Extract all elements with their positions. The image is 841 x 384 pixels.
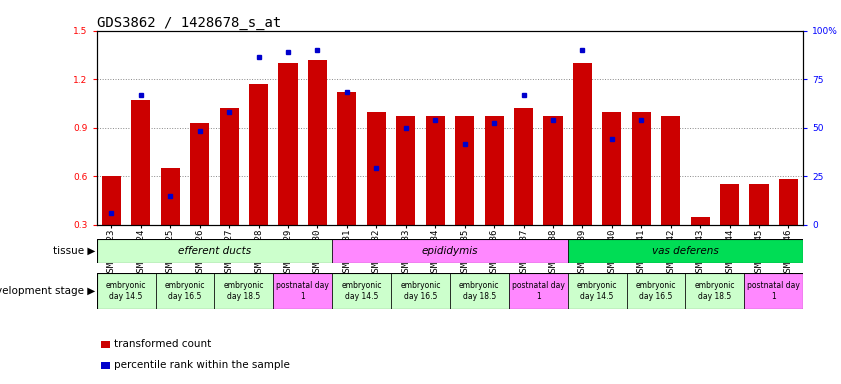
Bar [573,63,592,225]
Bar [749,184,769,225]
Text: vas deferens: vas deferens [652,246,719,256]
Bar [514,108,533,225]
Text: percentile rank within the sample: percentile rank within the sample [114,360,290,370]
Text: postnatal day
1: postnatal day 1 [512,281,564,301]
Bar [744,273,803,309]
Bar [332,273,391,309]
Text: embryonic
day 16.5: embryonic day 16.5 [636,281,676,301]
Bar [249,84,268,225]
Bar [97,239,332,263]
Text: embryonic
day 14.5: embryonic day 14.5 [341,281,382,301]
Text: embryonic
day 18.5: embryonic day 18.5 [459,281,500,301]
Text: transformed count: transformed count [114,339,211,349]
Bar [214,273,273,309]
Bar [627,273,685,309]
Text: postnatal day
1: postnatal day 1 [277,281,329,301]
Text: efferent ducts: efferent ducts [178,246,251,256]
Bar [779,179,798,225]
Text: embryonic
day 14.5: embryonic day 14.5 [577,281,617,301]
Bar [308,60,327,225]
Text: embryonic
day 16.5: embryonic day 16.5 [400,281,441,301]
Bar [685,273,744,309]
Bar [484,116,504,225]
Bar [278,63,298,225]
Text: tissue ▶: tissue ▶ [53,246,95,256]
Text: development stage ▶: development stage ▶ [0,286,95,296]
Bar [190,123,209,225]
Bar [568,239,803,263]
Bar [568,273,627,309]
Text: embryonic
day 14.5: embryonic day 14.5 [106,281,146,301]
Bar [273,273,332,309]
Bar [131,100,151,225]
Bar [337,92,357,225]
Bar [367,111,386,225]
Bar [450,273,509,309]
Bar [220,108,239,225]
Bar [161,168,180,225]
Bar [97,273,156,309]
Bar [632,111,651,225]
Text: embryonic
day 16.5: embryonic day 16.5 [165,281,205,301]
Text: embryonic
day 18.5: embryonic day 18.5 [695,281,735,301]
Bar [332,239,568,263]
Bar [509,273,568,309]
Bar [602,111,621,225]
Bar [156,273,214,309]
Bar [720,184,739,225]
Bar [543,116,563,225]
Bar [455,116,474,225]
Bar [690,217,710,225]
Bar [102,176,121,225]
Bar [396,116,415,225]
Text: postnatal day
1: postnatal day 1 [748,281,800,301]
Text: embryonic
day 18.5: embryonic day 18.5 [224,281,264,301]
Bar [426,116,445,225]
Text: GDS3862 / 1428678_s_at: GDS3862 / 1428678_s_at [97,16,281,30]
Bar [661,116,680,225]
Text: epididymis: epididymis [421,246,479,256]
Bar [391,273,450,309]
